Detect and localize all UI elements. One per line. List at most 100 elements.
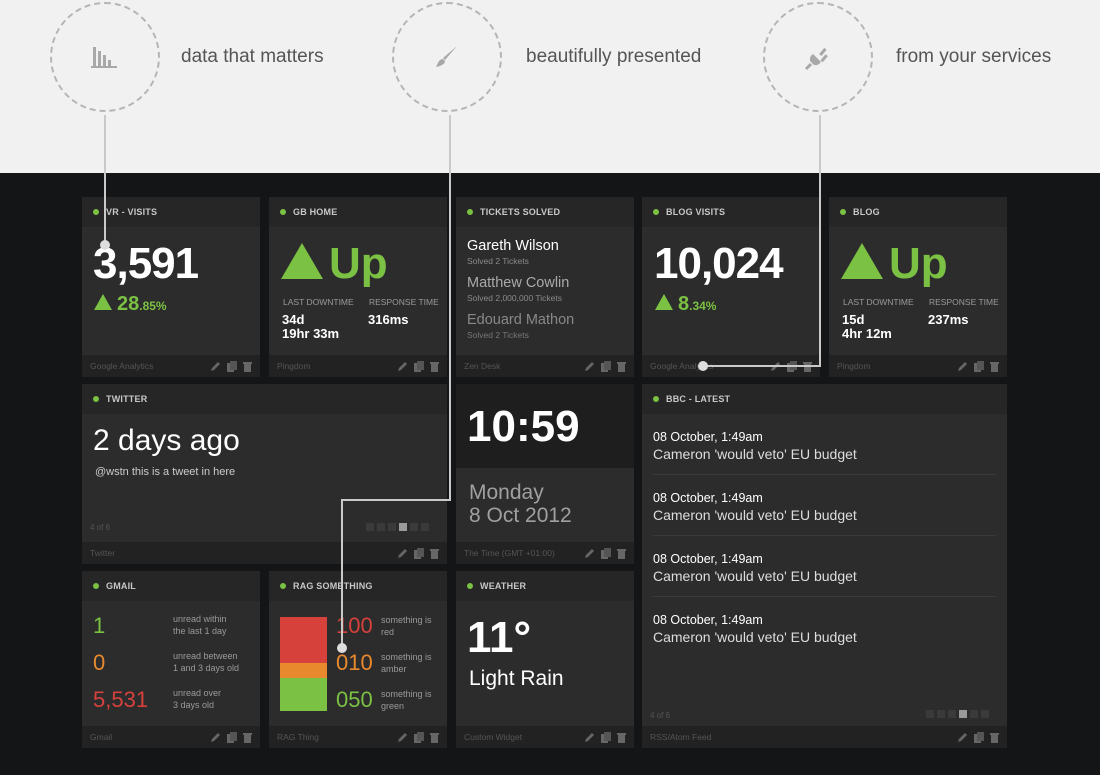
widget-blog-visits[interactable]: BLOG VISITS 10,024 8 .34% Google Analyti…: [642, 197, 820, 377]
trash-icon[interactable]: [990, 361, 999, 372]
pager-dot[interactable]: [421, 523, 429, 531]
widget-source: RAG Thing: [277, 732, 319, 742]
status-dot: [93, 396, 99, 402]
widget-source: Google Analytics: [650, 361, 714, 371]
widget-source: Custom Widget: [464, 732, 523, 742]
edit-icon[interactable]: [397, 732, 408, 743]
widget-tools: [397, 360, 439, 372]
news-item[interactable]: 08 October, 1:49am Cameron 'would veto' …: [653, 430, 996, 475]
downtime-hours: 19hr 33m: [282, 326, 340, 341]
unread-desc: unread within the last 1 day: [173, 613, 227, 637]
copy-icon[interactable]: [974, 731, 984, 743]
copy-icon[interactable]: [414, 360, 424, 372]
edit-icon[interactable]: [210, 732, 221, 743]
widget-gb-home[interactable]: GB HOME Up LAST DOWNTIME RESPONSE TIME 3…: [269, 197, 447, 377]
status-dot: [93, 583, 99, 589]
widget-tickets-solved[interactable]: TICKETS SOLVED Gareth Wilson Solved 2 Ti…: [456, 197, 634, 377]
widget-blog[interactable]: BLOG Up LAST DOWNTIME RESPONSE TIME 15d …: [829, 197, 1007, 377]
person-detail: Solved 2,000,000 Tickets: [467, 293, 562, 303]
person-name: Gareth Wilson: [467, 238, 559, 254]
ticket-person: Gareth Wilson Solved 2 Tickets: [467, 238, 559, 266]
tweet-text: @wstn this is a tweet in here: [95, 466, 236, 478]
visits-change: 8 .34%: [655, 293, 716, 316]
widget-source: Google Analytics: [90, 361, 154, 371]
copy-icon[interactable]: [227, 731, 237, 743]
widget-tools: [397, 731, 439, 743]
copy-icon[interactable]: [974, 360, 984, 372]
gmail-row: 5,531 unread over 3 days old: [93, 683, 252, 719]
trash-icon[interactable]: [617, 548, 626, 559]
trash-icon[interactable]: [617, 732, 626, 743]
widget-vr-visits[interactable]: VR - VISITS 3,591 28 .85% Google Analyti…: [82, 197, 260, 377]
edit-icon[interactable]: [397, 361, 408, 372]
pager-dot[interactable]: [937, 710, 945, 718]
status-dot: [467, 209, 473, 215]
pager-dot[interactable]: [388, 523, 396, 531]
unread-desc: unread between 1 and 3 days old: [173, 650, 239, 674]
arrow-up-icon: [655, 294, 673, 310]
trash-icon[interactable]: [803, 361, 812, 372]
connector-line: [819, 115, 821, 367]
status-dot: [280, 209, 286, 215]
trash-icon[interactable]: [430, 361, 439, 372]
copy-icon[interactable]: [414, 731, 424, 743]
weather-condition: Light Rain: [469, 667, 564, 690]
widget-title: WEATHER: [480, 581, 527, 591]
copy-icon[interactable]: [601, 731, 611, 743]
edit-icon[interactable]: [957, 732, 968, 743]
widget-tools: [957, 731, 999, 743]
widget-source: RSS/Atom Feed: [650, 732, 712, 742]
pager-dot[interactable]: [926, 710, 934, 718]
pager-dot-active[interactable]: [399, 523, 407, 531]
pager-dot[interactable]: [981, 710, 989, 718]
pager-dot-active[interactable]: [959, 710, 967, 718]
clock-date: 8 Oct 2012: [469, 504, 572, 527]
pager-dot[interactable]: [948, 710, 956, 718]
weather-temp: 11°: [467, 613, 532, 662]
copy-icon[interactable]: [601, 547, 611, 559]
edit-icon[interactable]: [957, 361, 968, 372]
visits-value: 10,024: [654, 239, 784, 288]
widget-rag[interactable]: RAG SOMETHING 100 something is red 010 so…: [269, 571, 447, 748]
trash-icon[interactable]: [990, 732, 999, 743]
trash-icon[interactable]: [430, 548, 439, 559]
arrow-up-icon: [94, 294, 112, 310]
trash-icon[interactable]: [430, 732, 439, 743]
gmail-row: 0 unread between 1 and 3 days old: [93, 646, 252, 682]
trash-icon[interactable]: [243, 732, 252, 743]
change-main: 28: [117, 293, 140, 315]
twitter-pager[interactable]: [366, 523, 429, 531]
downtime-days: 34d: [282, 312, 305, 327]
unread-desc-line2: 3 days old: [173, 700, 215, 710]
widget-gmail[interactable]: GMAIL 1 unread within the last 1 day 0 un…: [82, 571, 260, 748]
widget-time[interactable]: 10:59 Monday 8 Oct 2012 The Time (GMT +0…: [456, 384, 634, 564]
trash-icon[interactable]: [243, 361, 252, 372]
copy-icon[interactable]: [414, 547, 424, 559]
news-item[interactable]: 08 October, 1:49am Cameron 'would veto' …: [653, 552, 996, 597]
edit-icon[interactable]: [210, 361, 221, 372]
feature-circle-presented: [392, 2, 502, 112]
news-item[interactable]: 08 October, 1:49am Cameron 'would veto' …: [653, 613, 996, 645]
pager-dot[interactable]: [970, 710, 978, 718]
copy-icon[interactable]: [227, 360, 237, 372]
copy-icon[interactable]: [601, 360, 611, 372]
news-page-count: 4 of 6: [650, 711, 671, 720]
widget-bbc-latest[interactable]: BBC - LATEST 08 October, 1:49am Cameron …: [642, 384, 1007, 748]
status-dot: [840, 209, 846, 215]
news-item[interactable]: 08 October, 1:49am Cameron 'would veto' …: [653, 491, 996, 536]
edit-icon[interactable]: [397, 548, 408, 559]
widget-twitter[interactable]: TWITTER 2 days ago @wstn this is a tweet…: [82, 384, 447, 564]
pager-dot[interactable]: [377, 523, 385, 531]
trash-icon[interactable]: [617, 361, 626, 372]
edit-icon[interactable]: [584, 361, 595, 372]
widget-tools: [957, 360, 999, 372]
bbc-pager[interactable]: [926, 710, 989, 718]
unread-desc-line2: the last 1 day: [173, 626, 227, 636]
edit-icon[interactable]: [584, 732, 595, 743]
pager-dot[interactable]: [410, 523, 418, 531]
widget-weather[interactable]: WEATHER 11° Light Rain Custom Widget: [456, 571, 634, 748]
unread-desc-line1: unread within: [173, 614, 227, 624]
pager-dot[interactable]: [366, 523, 374, 531]
news-headline: Cameron 'would veto' EU budget: [653, 507, 857, 523]
edit-icon[interactable]: [584, 548, 595, 559]
